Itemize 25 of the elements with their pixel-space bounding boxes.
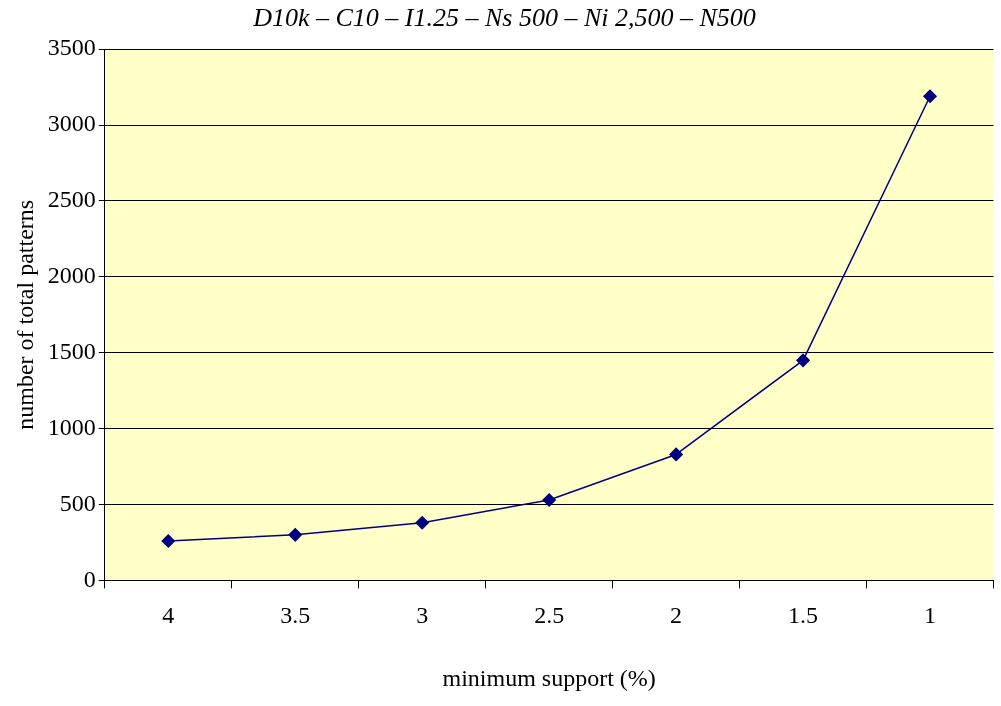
x-axis-title: minimum support (%) <box>442 664 656 691</box>
x-tick-label: 1.5 <box>788 602 819 629</box>
y-tick-label: 2000 <box>47 262 96 289</box>
y-tick-label: 3000 <box>47 110 96 137</box>
y-tick-label: 2500 <box>47 186 96 213</box>
y-axis-title: number of total patterns <box>11 199 38 430</box>
x-tick-label: 2 <box>670 602 683 629</box>
x-tick-label: 3.5 <box>280 602 311 629</box>
y-tick-label: 1500 <box>47 338 96 365</box>
x-tick-label: 2.5 <box>534 602 565 629</box>
point <box>923 89 937 103</box>
chart-title: D10k – C10 – I1.25 – Ns 500 – Ni 2,500 – N500 <box>252 3 756 33</box>
point <box>161 534 176 548</box>
y-tick-label: 500 <box>59 489 96 516</box>
point <box>415 515 429 530</box>
y-tick-label: 3500 <box>47 34 96 61</box>
point <box>288 528 302 542</box>
point <box>542 493 556 507</box>
y-tick-label: 1000 <box>47 413 96 440</box>
x-tick-label: 4 <box>162 602 175 629</box>
y-tick-label: 0 <box>83 565 96 592</box>
x-tick-label: 1 <box>924 602 937 629</box>
point <box>796 353 810 368</box>
x-tick-label: 3 <box>416 602 429 629</box>
point <box>669 447 683 462</box>
